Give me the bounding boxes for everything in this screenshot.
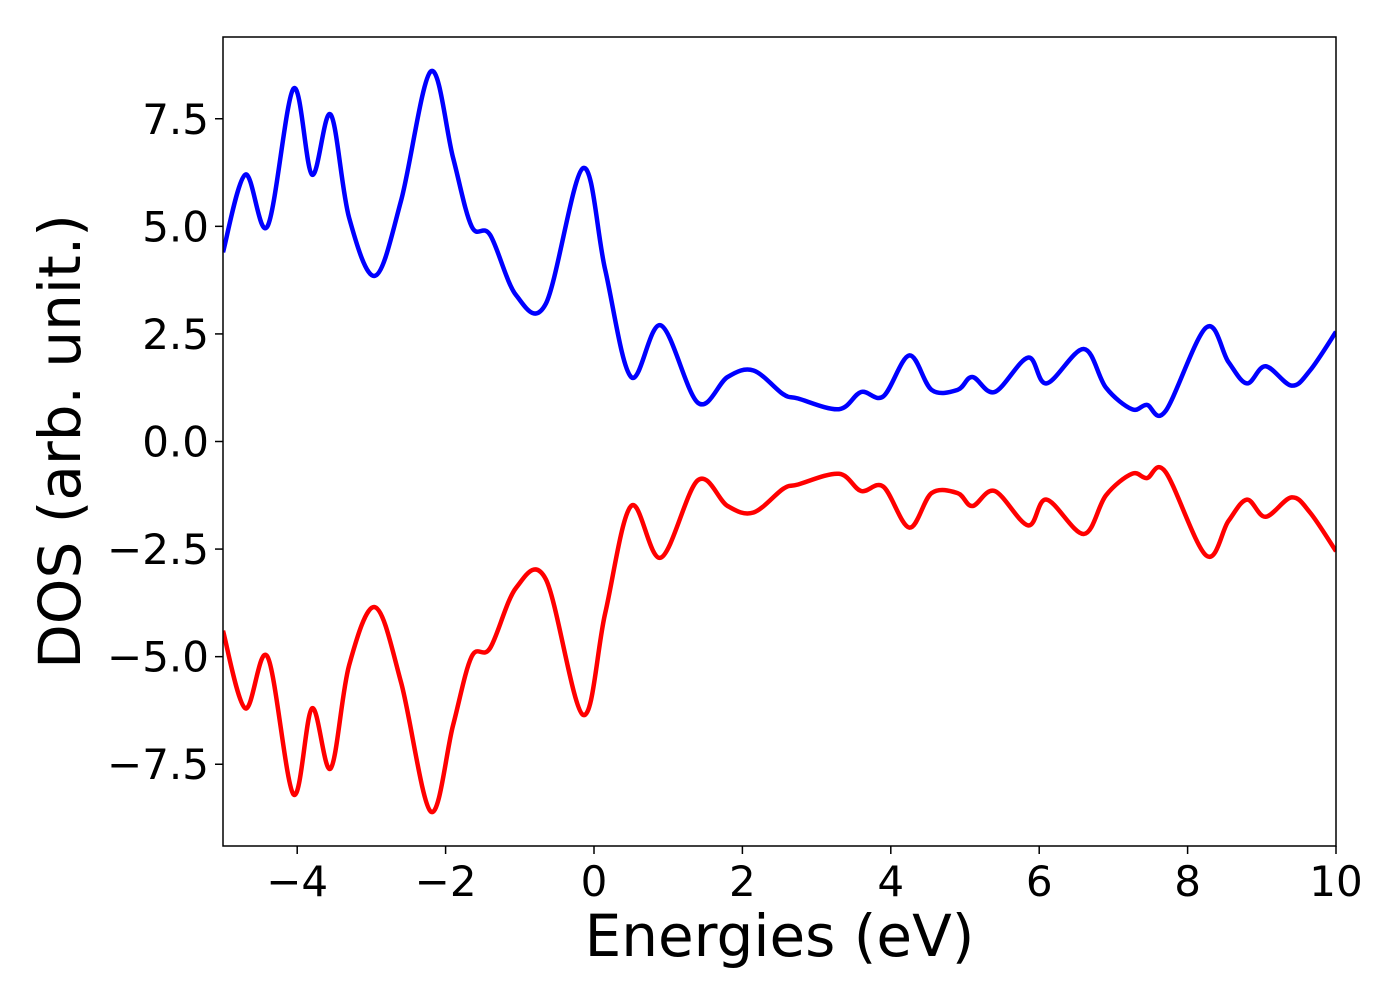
y-tick-label: 0.0: [142, 418, 209, 467]
series-line-0: [223, 68, 1336, 419]
plot-frame: [222, 36, 1337, 847]
x-tick-label: 2: [729, 857, 756, 906]
x-axis-label: Energies (eV): [585, 902, 975, 970]
x-ticks: −4 −2 0 2 4 6 8 10: [266, 846, 1363, 906]
y-tick-label: −5.0: [107, 633, 209, 682]
x-tick-label: −4: [266, 857, 328, 906]
y-tick-label: 2.5: [142, 310, 209, 359]
x-tick-label: 6: [1026, 857, 1053, 906]
y-axis-label: DOS (arb. unit.): [26, 214, 94, 669]
x-tick-label: 0: [581, 857, 608, 906]
series-line-1: [223, 464, 1336, 815]
y-tick-label: −7.5: [107, 740, 209, 789]
y-ticks: −7.5 −5.0 −2.5 0.0 2.5 5.0 7.5: [107, 95, 223, 789]
series-layer: [223, 68, 1336, 815]
y-tick-label: −2.5: [107, 525, 209, 574]
y-tick-label: 5.0: [142, 202, 209, 251]
x-tick-label: 4: [877, 857, 904, 906]
x-tick-label: 8: [1174, 857, 1201, 906]
x-tick-label: 10: [1309, 857, 1362, 906]
x-tick-label: −2: [415, 857, 477, 906]
y-tick-label: 7.5: [142, 95, 209, 144]
